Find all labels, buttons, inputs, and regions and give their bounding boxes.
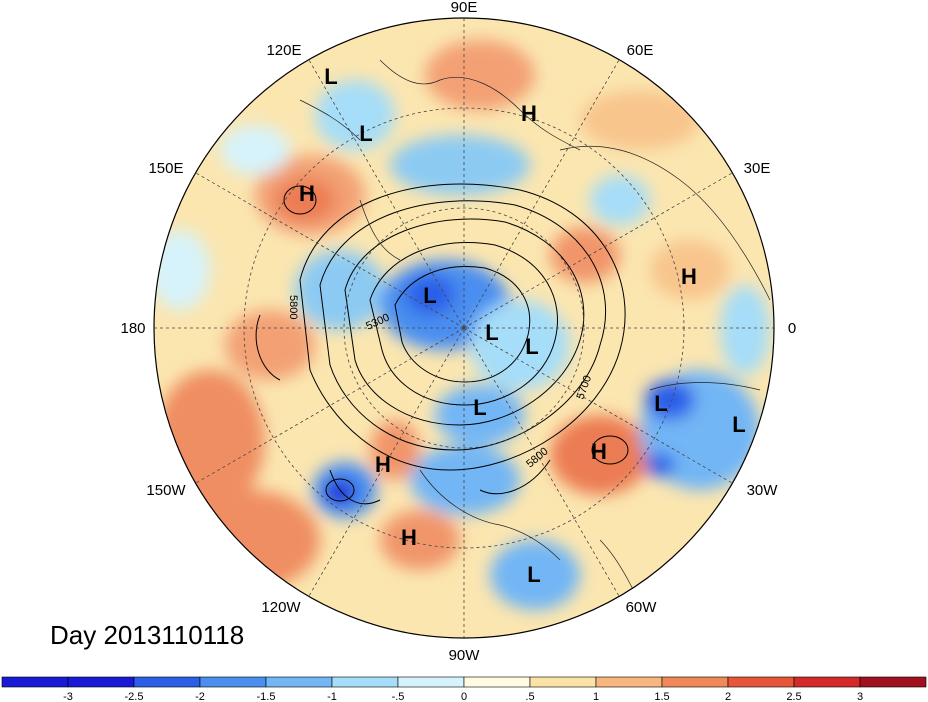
high-center: H xyxy=(681,264,697,289)
lon-label-90e: 90E xyxy=(451,0,478,16)
colorbar-tick-label: -3 xyxy=(63,691,73,702)
date-title: Day 2013110118 xyxy=(50,620,245,650)
colorbar-swatch xyxy=(859,676,927,688)
colorbar-swatch xyxy=(331,676,399,688)
low-center: L xyxy=(473,395,486,420)
low-center: L xyxy=(324,64,337,89)
colorbar-swatch xyxy=(133,676,201,688)
low-center: L xyxy=(359,121,372,146)
high-center: H xyxy=(375,452,391,477)
lon-label-150e: 150E xyxy=(148,160,183,177)
colorbar-tick-label: 2 xyxy=(725,691,731,702)
pressure-centers: L L H H L L L H L L L H H H L H L xyxy=(299,64,746,587)
colorbar-swatch xyxy=(1,676,69,688)
low-center: L xyxy=(485,320,498,345)
colorbar-swatch xyxy=(595,676,663,688)
high-center: H xyxy=(521,101,537,126)
low-center: L xyxy=(527,562,540,587)
colorbar-tick-label: -2 xyxy=(195,691,205,702)
map-border xyxy=(153,17,775,639)
lon-label-150w: 150W xyxy=(146,482,186,499)
colorbar: -3 -2.5 -2 -1.5 -1 -.5 0 .5 1 1.5 2 2.5 3 xyxy=(1,676,927,702)
colorbar-tick-label: -1 xyxy=(327,691,337,702)
high-center: H xyxy=(401,525,417,550)
colorbar-swatch xyxy=(793,676,861,688)
colorbar-tick-label: 2.5 xyxy=(786,691,801,702)
colorbar-swatch xyxy=(529,676,597,688)
graticule xyxy=(154,18,774,638)
colorbar-swatch xyxy=(727,676,795,688)
lon-label-30w: 30W xyxy=(747,482,779,499)
lon-label-120e: 120E xyxy=(266,42,301,59)
colorbar-swatch xyxy=(265,676,333,688)
low-center: L xyxy=(423,283,436,308)
height-contours xyxy=(255,183,629,505)
colorbar-tick-label: 3 xyxy=(857,691,863,702)
lon-label-60e: 60E xyxy=(627,42,654,59)
lon-label-0: 0 xyxy=(788,320,796,337)
colorbar-tick-label: -2.5 xyxy=(125,691,144,702)
low-center: L xyxy=(654,391,667,416)
colorbar-tick-label: 0 xyxy=(461,691,467,702)
colorbar-swatch xyxy=(661,676,729,688)
lon-label-60w: 60W xyxy=(626,599,658,616)
low-center: L xyxy=(732,412,745,437)
low-center: L xyxy=(525,334,538,359)
lon-label-90w: 90W xyxy=(449,647,481,664)
high-center: H xyxy=(591,439,607,464)
colorbar-tick-label: -1.5 xyxy=(257,691,276,702)
coastlines xyxy=(299,59,771,631)
colorbar-tick-label: .5 xyxy=(525,691,534,702)
colorbar-swatch xyxy=(463,676,531,688)
lon-label-180: 180 xyxy=(120,320,145,337)
colorbar-swatch xyxy=(397,676,465,688)
colorbar-tick-label: 1 xyxy=(593,691,599,702)
colorbar-tick-label: -.5 xyxy=(392,691,405,702)
lon-label-30e: 30E xyxy=(744,160,771,177)
colorbar-tick-label: 1.5 xyxy=(654,691,669,702)
lon-label-120w: 120W xyxy=(261,599,301,616)
longitude-labels: 90E 60E 120E 30E 150E 180 0 150W 30W 120… xyxy=(120,0,796,664)
contour-label: 5800 xyxy=(287,295,299,319)
high-center: H xyxy=(299,181,315,206)
colorbar-swatch xyxy=(67,676,135,688)
colorbar-swatch xyxy=(199,676,267,688)
